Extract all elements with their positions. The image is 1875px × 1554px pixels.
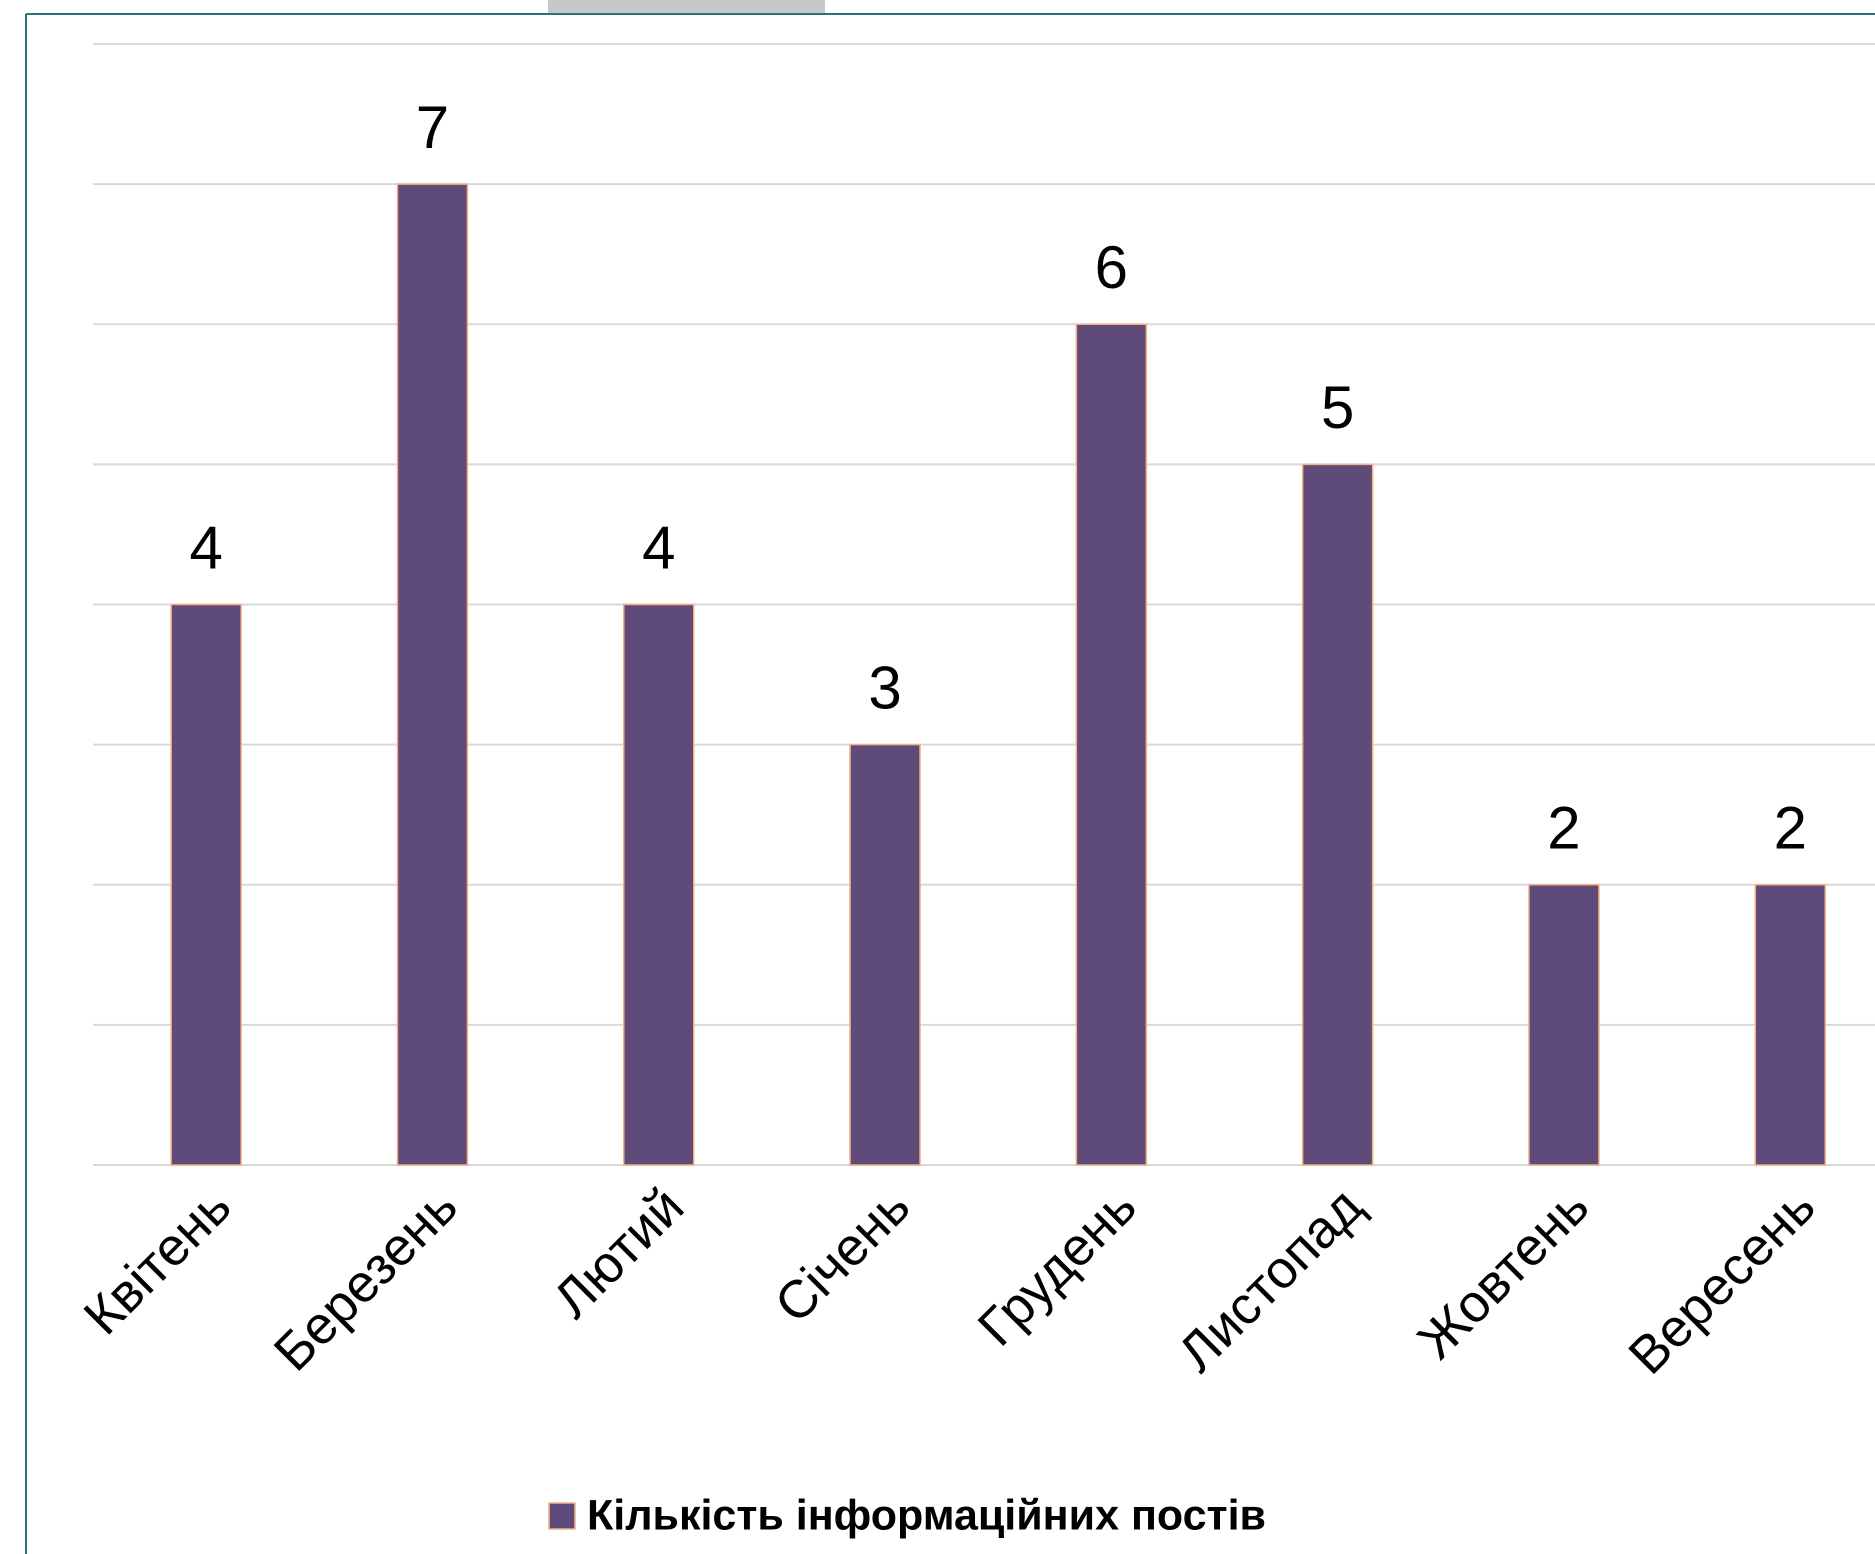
bar (849, 743, 921, 1166)
x-tick-label: Вересень (1618, 1177, 1827, 1386)
value-label: 3 (868, 654, 901, 721)
value-label: 4 (642, 514, 675, 581)
value-label: 2 (1774, 795, 1807, 862)
x-tick-label: Жовтень (1407, 1177, 1601, 1371)
x-tick-label: Квітень (73, 1177, 243, 1347)
x-tick-label: Грудень (967, 1177, 1148, 1358)
x-tick-label: Березень (263, 1177, 469, 1383)
x-tick-label: Листопад (1167, 1177, 1374, 1384)
value-label: 7 (416, 94, 449, 161)
bar (170, 603, 242, 1166)
bar (623, 603, 695, 1166)
bar (1528, 884, 1600, 1166)
bar (1301, 463, 1374, 1166)
legend-label: Кількість інформаційних постів (587, 1491, 1266, 1539)
x-tick-label: Лютий (542, 1177, 695, 1330)
value-label: 5 (1321, 374, 1354, 441)
x-tick-label: Січень (764, 1177, 922, 1335)
bar (396, 183, 469, 1166)
bar (1754, 884, 1826, 1166)
top-tab (548, 0, 825, 14)
value-label: 4 (189, 514, 222, 581)
value-label: 6 (1095, 234, 1128, 301)
value-label: 2 (1547, 795, 1580, 862)
legend-swatch (548, 1502, 576, 1530)
bar (1075, 323, 1148, 1166)
